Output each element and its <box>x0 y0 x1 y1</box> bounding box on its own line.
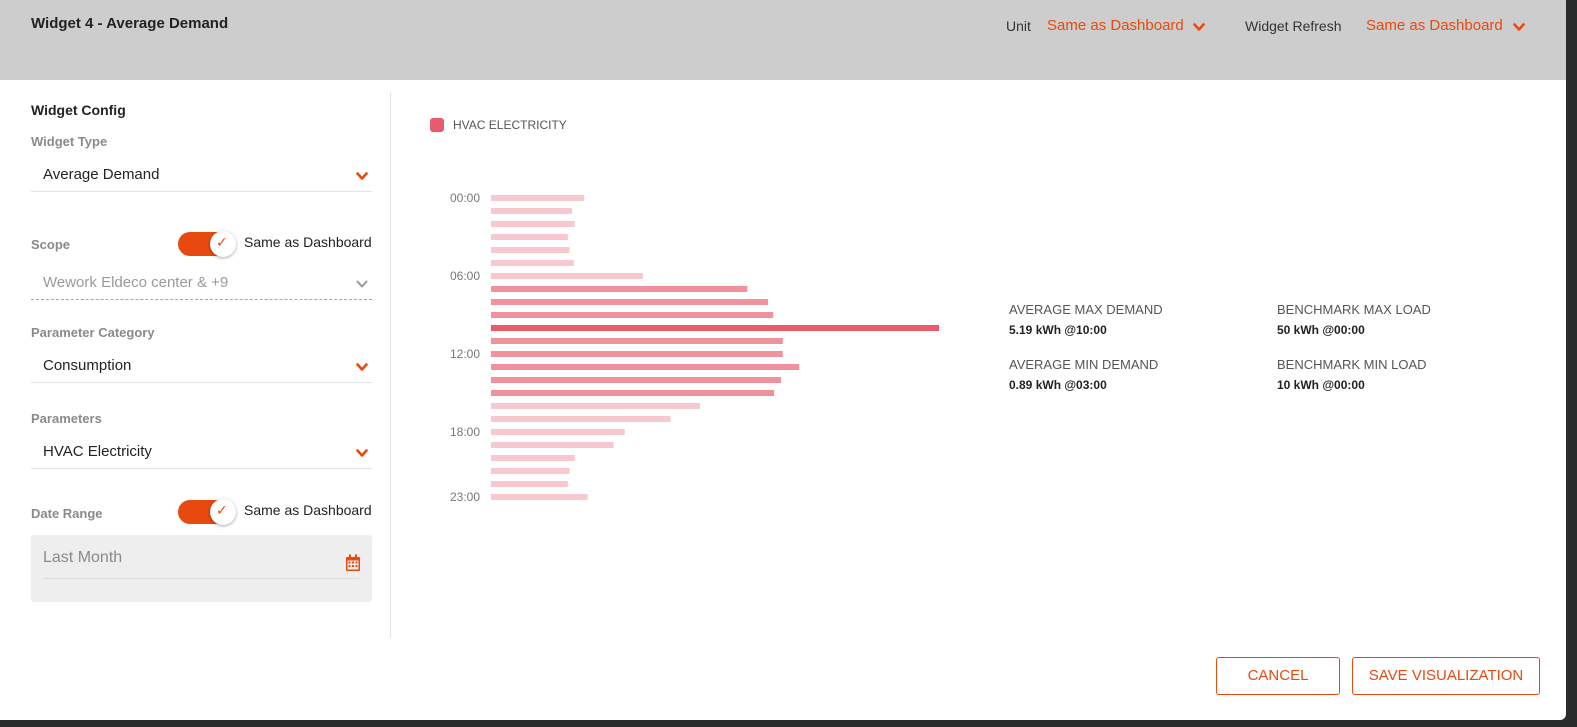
date-range-label: Date Range <box>31 506 103 521</box>
scope-value: Wework Eldeco center & +9 <box>43 274 229 291</box>
date-range-toggle[interactable]: ✓ <box>178 499 238 525</box>
parameters-label: Parameters <box>31 411 102 426</box>
bar-0700 <box>491 286 748 292</box>
chevron-down-icon <box>356 172 368 180</box>
bar-0100 <box>491 208 573 214</box>
modal-title: Widget 4 - Average Demand <box>31 15 229 32</box>
widget-type-select[interactable]: Average Demand <box>31 158 372 192</box>
toggle-knob <box>210 231 236 257</box>
tick-label-0600: 06:00 <box>450 269 480 283</box>
bar-1200 <box>491 351 783 357</box>
bar-2000 <box>491 455 575 461</box>
bar-2300 <box>491 494 588 500</box>
legend-label: HVAC ELECTRICITY <box>453 118 567 132</box>
scope-label: Scope <box>31 237 71 252</box>
chevron-down-icon <box>356 363 368 371</box>
refresh-chevron-down-icon[interactable] <box>1513 23 1525 32</box>
parameter-category-value: Consumption <box>43 357 132 374</box>
bar-0200 <box>491 221 575 227</box>
widget-refresh-dropdown[interactable]: Same as Dashboard <box>1366 17 1503 34</box>
bar-2200 <box>491 481 568 487</box>
avg-min-demand-value: 0.89 kWh @03:00 <box>1009 378 1107 392</box>
avg-max-demand-value: 5.19 kWh @10:00 <box>1009 323 1107 337</box>
bar-1700 <box>491 416 671 422</box>
date-range-field: Last Month <box>31 535 372 602</box>
parameters-select[interactable]: HVAC Electricity <box>31 435 372 469</box>
widget-config-title: Widget Config <box>31 102 126 118</box>
bar-0800 <box>491 299 769 305</box>
bar-1300 <box>491 364 800 370</box>
benchmark-max-load-label: BENCHMARK MAX LOAD <box>1277 302 1431 317</box>
bar-0900 <box>491 312 774 318</box>
tick-label-1800: 18:00 <box>450 425 480 439</box>
unit-dropdown[interactable]: Same as Dashboard <box>1047 17 1184 34</box>
chevron-down-icon <box>356 280 368 288</box>
parameter-category-select[interactable]: Consumption <box>31 349 372 383</box>
toggle-knob <box>210 499 236 525</box>
bar-0300 <box>491 234 568 240</box>
bar-0600 <box>491 273 643 279</box>
parameters-value: HVAC Electricity <box>43 443 152 460</box>
bar-2100 <box>491 468 570 474</box>
date-range-value: Last Month <box>43 549 123 566</box>
avg-min-demand-label: AVERAGE MIN DEMAND <box>1009 357 1159 372</box>
calendar-icon <box>346 554 360 571</box>
widget-refresh-label: Widget Refresh <box>1245 18 1342 34</box>
parameter-category-label: Parameter Category <box>31 325 155 340</box>
bar-0500 <box>491 260 574 266</box>
legend-swatch <box>430 118 444 132</box>
bar-1900 <box>491 442 614 448</box>
check-icon: ✓ <box>216 502 228 518</box>
scope-toggle-label: Same as Dashboard <box>244 234 372 250</box>
widget-type-value: Average Demand <box>43 166 160 183</box>
bar-1100 <box>491 338 783 344</box>
unit-chevron-down-icon[interactable] <box>1193 23 1205 32</box>
chevron-down-icon <box>356 449 368 457</box>
tick-label-0000: 00:00 <box>450 191 480 205</box>
unit-label: Unit <box>1006 18 1031 34</box>
bar-1500 <box>491 390 775 396</box>
date-range-toggle-label: Same as Dashboard <box>244 502 372 518</box>
cancel-button[interactable]: CANCEL <box>1216 657 1340 695</box>
scope-select: Wework Eldeco center & +9 <box>31 266 372 300</box>
tick-label-2300: 23:00 <box>450 490 480 504</box>
average-demand-chart: 00:00 06:00 12:00 18:00 23:00 <box>450 191 939 504</box>
date-range-underline <box>43 578 359 579</box>
widget-type-label: Widget Type <box>31 134 108 149</box>
bar-1400 <box>491 377 782 383</box>
panel-divider <box>390 93 391 638</box>
bar-1600 <box>491 403 700 409</box>
modal-header: Widget 4 - Average Demand Unit Same as D… <box>0 0 1566 80</box>
check-icon: ✓ <box>216 234 228 250</box>
bar-0000 <box>491 195 585 201</box>
benchmark-max-load-value: 50 kWh @00:00 <box>1277 323 1365 337</box>
benchmark-min-load-value: 10 kWh @00:00 <box>1277 378 1365 392</box>
benchmark-min-load-label: BENCHMARK MIN LOAD <box>1277 357 1427 372</box>
scope-toggle[interactable]: ✓ <box>178 231 238 257</box>
save-visualization-button[interactable]: SAVE VISUALIZATION <box>1352 657 1540 695</box>
avg-max-demand-label: AVERAGE MAX DEMAND <box>1009 302 1163 317</box>
tick-label-1200: 12:00 <box>450 347 480 361</box>
bar-1800 <box>491 429 625 435</box>
bar-0400 <box>491 247 570 253</box>
bar-1000 <box>491 325 939 331</box>
